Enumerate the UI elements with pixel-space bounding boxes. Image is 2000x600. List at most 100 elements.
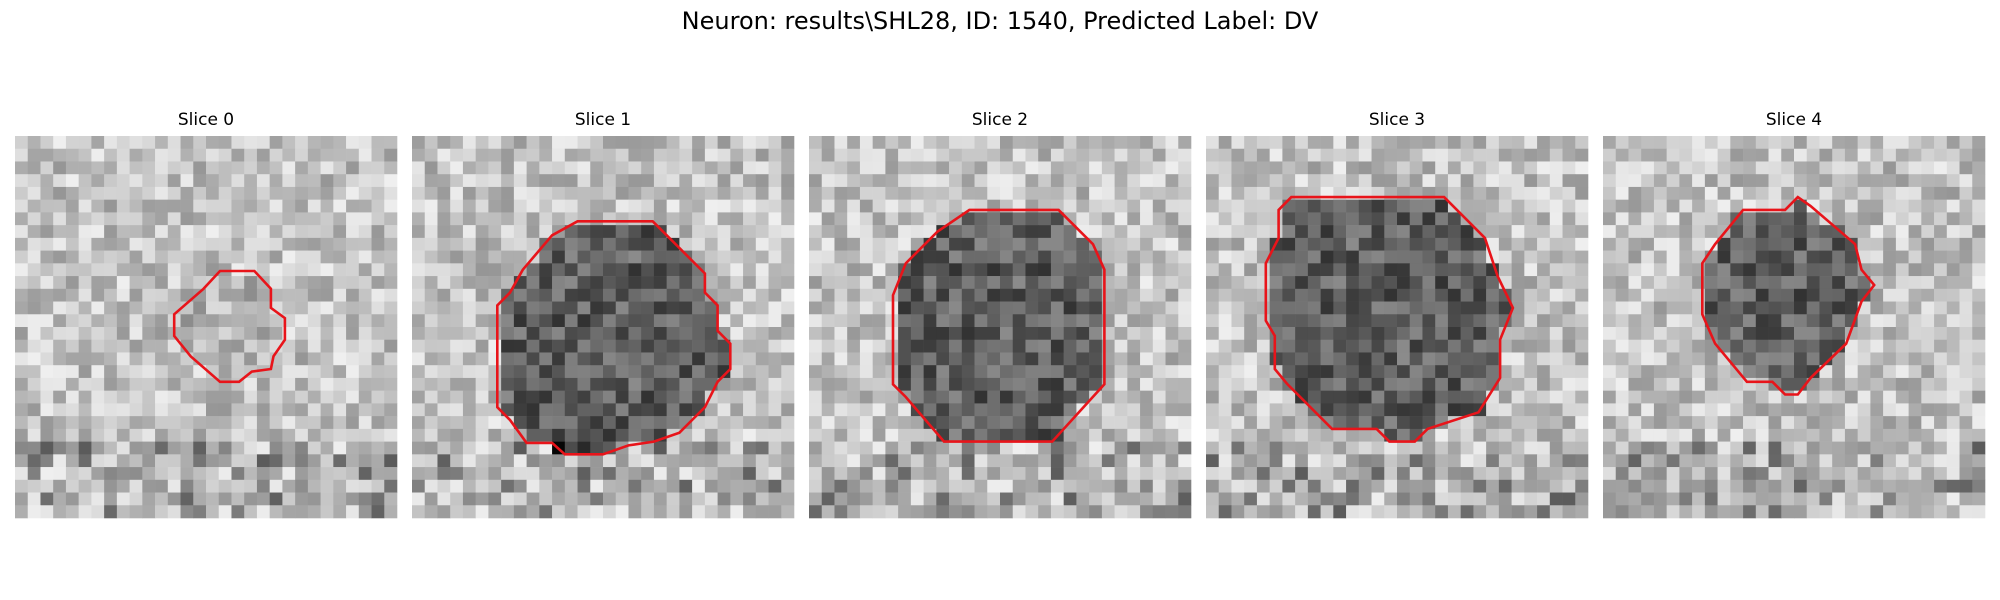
pixel: [307, 314, 321, 328]
pixel: [1679, 288, 1693, 302]
pixel: [1295, 339, 1309, 353]
pixel: [628, 263, 642, 277]
pixel: [1486, 327, 1500, 341]
pixel: [539, 390, 553, 404]
pixel: [1397, 454, 1411, 468]
pixel: [116, 212, 130, 226]
pixel: [384, 161, 398, 175]
pixel: [834, 212, 848, 226]
pixel: [755, 428, 769, 442]
pixel: [590, 250, 604, 264]
pixel: [15, 276, 29, 290]
pixel: [307, 428, 321, 442]
pixel: [1883, 212, 1897, 226]
pixel: [1768, 288, 1782, 302]
pixel: [231, 250, 245, 264]
pixel: [821, 301, 835, 315]
pixel: [885, 263, 899, 277]
pixel: [1165, 428, 1179, 442]
pixel: [552, 505, 566, 519]
pixel: [1959, 186, 1973, 200]
pixel: [1908, 467, 1922, 481]
pixel: [371, 186, 385, 200]
pixel: [974, 301, 988, 315]
pixel: [1307, 212, 1321, 226]
pixel: [834, 365, 848, 379]
pixel: [898, 352, 912, 366]
pixel: [1692, 174, 1706, 188]
pixel: [1089, 479, 1103, 493]
pixel: [1768, 365, 1782, 379]
pixel: [1140, 441, 1154, 455]
pixel: [1730, 174, 1744, 188]
pixel: [1435, 339, 1449, 353]
pixel: [1206, 148, 1220, 162]
pixel: [1012, 467, 1026, 481]
pixel: [755, 454, 769, 468]
pixel: [1755, 225, 1769, 239]
pixel: [412, 136, 426, 150]
pixel: [1562, 288, 1576, 302]
pixel: [743, 352, 757, 366]
pixel: [847, 365, 861, 379]
pixel: [1409, 339, 1423, 353]
pixel: [809, 365, 823, 379]
pixel: [1152, 365, 1166, 379]
pixel: [116, 428, 130, 442]
pixel: [358, 352, 372, 366]
pixel: [256, 136, 270, 150]
pixel: [1946, 327, 1960, 341]
pixel: [885, 174, 899, 188]
pixel: [847, 390, 861, 404]
pixel: [603, 276, 617, 290]
pixel: [755, 301, 769, 315]
pixel: [1743, 492, 1757, 506]
pixel: [1832, 327, 1846, 341]
pixel: [847, 467, 861, 481]
pixel: [1679, 441, 1693, 455]
pixel: [1575, 250, 1589, 264]
pixel: [1371, 339, 1385, 353]
pixel: [1549, 492, 1563, 506]
pixel: [1063, 263, 1077, 277]
pixel: [1371, 237, 1385, 251]
pixel: [628, 505, 642, 519]
pixel: [1883, 199, 1897, 213]
pixel: [155, 225, 169, 239]
pixel: [1409, 199, 1423, 213]
pixel: [768, 186, 782, 200]
pixel: [1794, 479, 1808, 493]
pixel: [15, 492, 29, 506]
pixel: [1231, 441, 1245, 455]
pixel: [1679, 186, 1693, 200]
pixel: [1333, 441, 1347, 455]
pixel: [1908, 339, 1922, 353]
pixel: [1371, 467, 1385, 481]
pixel: [91, 390, 105, 404]
pixel: [78, 377, 92, 391]
pixel: [91, 467, 105, 481]
pixel: [1895, 377, 1909, 391]
pixel: [218, 174, 232, 188]
pixel: [1603, 174, 1617, 188]
pixel: [1371, 199, 1385, 213]
pixel: [1114, 263, 1128, 277]
pixel: [1641, 186, 1655, 200]
pixel: [1704, 199, 1718, 213]
pixel: [104, 301, 118, 315]
pixel: [1537, 416, 1551, 430]
pixel: [1063, 186, 1077, 200]
pixel: [615, 505, 629, 519]
pixel: [615, 161, 629, 175]
pixel: [142, 288, 156, 302]
pixel: [1498, 174, 1512, 188]
pixel: [91, 403, 105, 417]
pixel: [1218, 365, 1232, 379]
pixel: [27, 352, 41, 366]
pixel: [1908, 288, 1922, 302]
pixel: [358, 467, 372, 481]
pixel: [1781, 301, 1795, 315]
pixel: [1730, 148, 1744, 162]
pixel: [679, 174, 693, 188]
pixel: [129, 365, 143, 379]
